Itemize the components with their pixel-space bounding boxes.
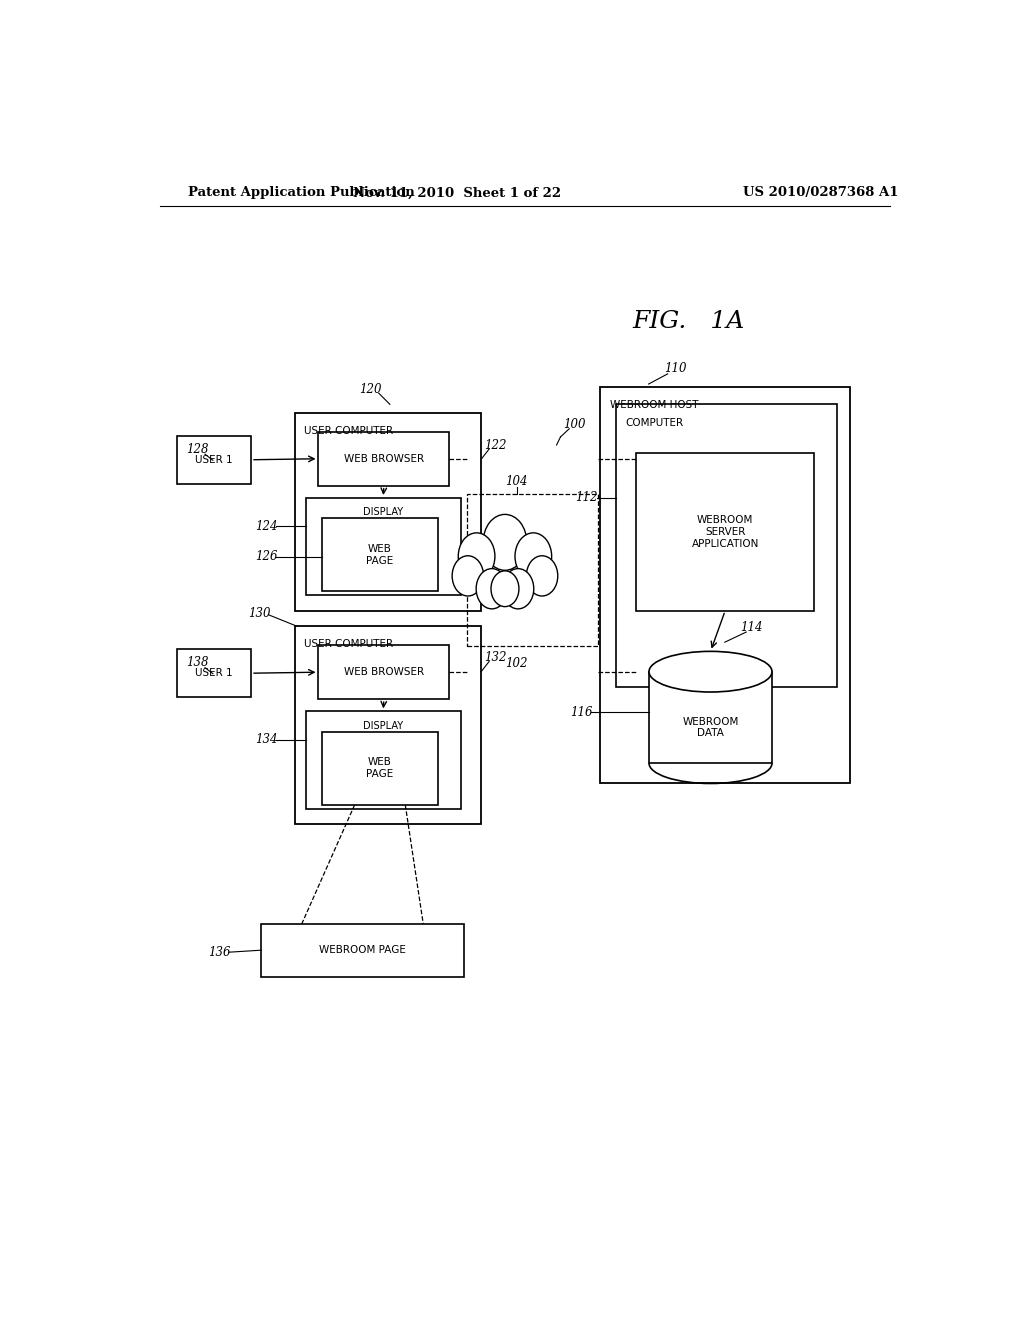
Circle shape — [503, 569, 534, 609]
Text: WEBROOM
DATA: WEBROOM DATA — [682, 717, 738, 738]
Text: US 2010/0287368 A1: US 2010/0287368 A1 — [743, 186, 898, 199]
Text: 134: 134 — [255, 734, 278, 746]
Text: 104: 104 — [506, 475, 528, 488]
FancyBboxPatch shape — [295, 626, 481, 824]
Text: WEBROOM
SERVER
APPLICATION: WEBROOM SERVER APPLICATION — [691, 515, 759, 549]
Text: 122: 122 — [484, 438, 507, 451]
Circle shape — [490, 570, 519, 607]
Text: 110: 110 — [665, 362, 687, 375]
Circle shape — [526, 556, 558, 597]
FancyBboxPatch shape — [306, 498, 461, 595]
FancyBboxPatch shape — [636, 453, 814, 611]
Text: WEB
PAGE: WEB PAGE — [367, 758, 393, 779]
FancyBboxPatch shape — [616, 404, 837, 686]
Text: 128: 128 — [186, 442, 209, 455]
Text: WEB BROWSER: WEB BROWSER — [344, 454, 424, 463]
Text: 138: 138 — [186, 656, 209, 669]
Text: 114: 114 — [740, 622, 763, 635]
Text: 120: 120 — [358, 383, 381, 396]
Text: USER COMPUTER: USER COMPUTER — [304, 426, 393, 436]
Ellipse shape — [649, 651, 772, 692]
Text: 136: 136 — [208, 945, 230, 958]
Text: 132: 132 — [484, 651, 507, 664]
Text: DISPLAY: DISPLAY — [364, 507, 403, 517]
Text: DISPLAY: DISPLAY — [364, 721, 403, 730]
Text: WEB BROWSER: WEB BROWSER — [344, 667, 424, 677]
Text: WEBROOM PAGE: WEBROOM PAGE — [319, 945, 406, 956]
Bar — [649, 672, 772, 763]
Text: WEBROOM HOST: WEBROOM HOST — [609, 400, 698, 411]
Circle shape — [453, 556, 483, 597]
Circle shape — [476, 569, 508, 609]
FancyBboxPatch shape — [295, 412, 481, 611]
FancyBboxPatch shape — [323, 519, 437, 591]
FancyBboxPatch shape — [177, 649, 251, 697]
FancyBboxPatch shape — [261, 924, 464, 977]
Text: WEB
PAGE: WEB PAGE — [367, 544, 393, 565]
Text: USER 1: USER 1 — [196, 668, 232, 678]
FancyBboxPatch shape — [306, 711, 461, 809]
Text: Nov. 11, 2010  Sheet 1 of 22: Nov. 11, 2010 Sheet 1 of 22 — [353, 186, 561, 199]
Circle shape — [459, 533, 495, 579]
Text: USER COMPUTER: USER COMPUTER — [304, 639, 393, 649]
FancyBboxPatch shape — [600, 387, 850, 784]
Text: 100: 100 — [563, 418, 586, 432]
Text: COMPUTER: COMPUTER — [626, 417, 684, 428]
Text: Patent Application Publication: Patent Application Publication — [187, 186, 415, 199]
Text: 124: 124 — [255, 520, 278, 533]
FancyBboxPatch shape — [177, 436, 251, 483]
FancyBboxPatch shape — [318, 645, 450, 700]
Circle shape — [483, 515, 526, 570]
Circle shape — [515, 533, 552, 579]
Text: 130: 130 — [248, 607, 270, 620]
Text: 102: 102 — [506, 657, 528, 671]
FancyBboxPatch shape — [318, 432, 450, 486]
FancyBboxPatch shape — [323, 731, 437, 805]
Text: 126: 126 — [255, 550, 278, 564]
Text: USER 1: USER 1 — [196, 455, 232, 465]
Text: FIG.   1A: FIG. 1A — [632, 309, 744, 333]
Text: 112: 112 — [575, 491, 598, 504]
Text: 116: 116 — [570, 706, 593, 719]
